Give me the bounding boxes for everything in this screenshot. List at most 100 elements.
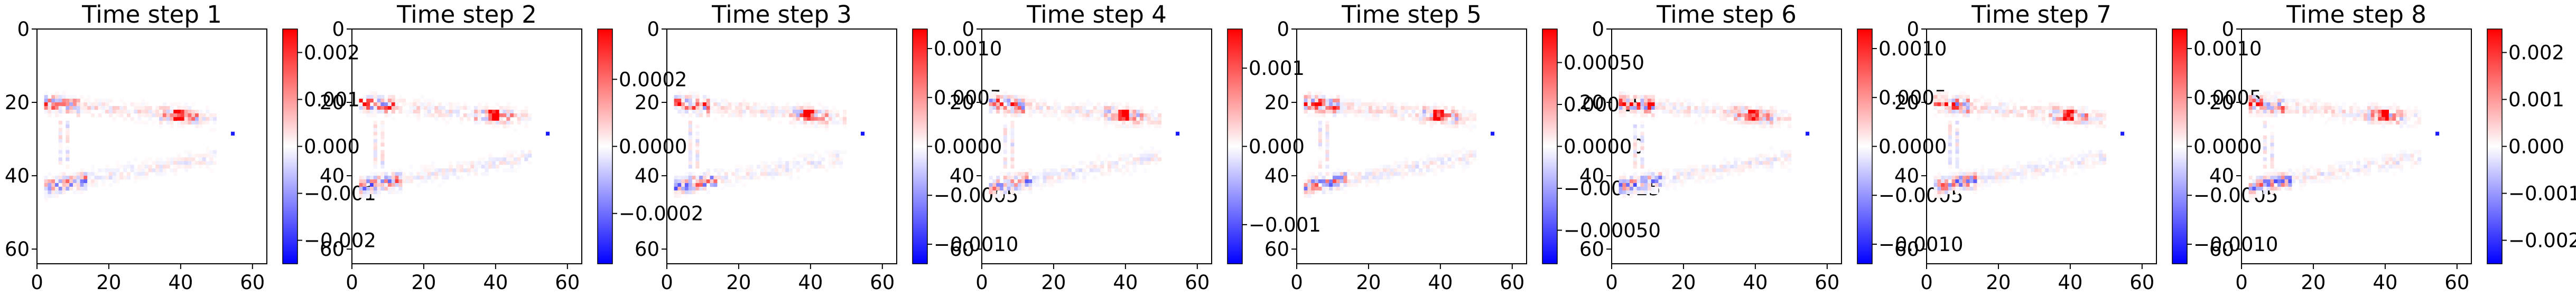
heatmap-cell (2002, 165, 2006, 169)
heatmap-cell (1003, 99, 1007, 103)
heatmap-cell (427, 102, 431, 107)
heatmap-cell (2292, 179, 2296, 184)
heatmap-cell (2081, 154, 2085, 158)
heatmap-cell (391, 99, 395, 103)
colorbar-tick-label: −0.001 (1249, 214, 1321, 236)
heatmap-cell (2392, 165, 2396, 169)
heatmap-cell (1397, 168, 1401, 173)
heatmap-cell (459, 176, 464, 180)
heatmap-cell (2270, 183, 2274, 187)
heatmap-cell (753, 102, 757, 107)
heatmap-cell (1150, 113, 1155, 118)
heatmap-cell (1955, 186, 1959, 191)
heatmap-cell (1644, 102, 1648, 107)
heatmap-cell (2005, 109, 2010, 114)
heatmap-cell (510, 157, 514, 161)
heatmap-cell (66, 109, 70, 114)
heatmap-cell (1980, 186, 1985, 191)
heatmap-cell (2099, 120, 2103, 125)
heatmap-cell (1419, 113, 1423, 118)
heatmap-cell (2288, 183, 2292, 187)
heatmap-cell (706, 109, 710, 114)
heatmap-cell (206, 161, 210, 165)
heatmap-cell (1969, 102, 1974, 107)
heatmap-cell (782, 168, 786, 173)
heatmap-cell (387, 102, 392, 107)
heatmap-cell (1788, 117, 1792, 121)
heatmap-cell (423, 179, 428, 184)
heatmap-cell (1662, 109, 1666, 114)
heatmap-cell (1150, 117, 1155, 121)
heatmap-cell (2095, 124, 2099, 129)
heatmap-cell (492, 124, 496, 129)
heatmap-cell (180, 161, 184, 165)
heatmap-cell (1619, 109, 1623, 114)
heatmap-cell (488, 165, 492, 169)
heatmap-cell (66, 165, 70, 169)
heatmap-cell (1401, 102, 1405, 107)
heatmap-cell (1955, 102, 1959, 107)
heatmap-cell (764, 102, 768, 107)
heatmap-cell (1687, 176, 1691, 180)
heatmap-cell (1032, 109, 1036, 114)
heatmap-cell (495, 168, 499, 173)
heatmap-cell (692, 91, 696, 95)
heatmap-cell (1622, 91, 1626, 95)
heatmap-cell (1651, 117, 1655, 121)
heatmap-cell (699, 183, 703, 187)
heatmap-cell (456, 102, 460, 107)
heatmap-cell (677, 102, 682, 107)
heatmap-cell (485, 172, 489, 176)
heatmap-cell (1984, 102, 1988, 107)
heatmap-cell (1114, 120, 1119, 125)
heatmap-cell (1977, 113, 1981, 118)
heatmap-cell (1086, 113, 1090, 118)
heatmap-cell (1941, 194, 1945, 198)
heatmap-cell (416, 172, 421, 176)
heatmap-cell (1995, 168, 1999, 173)
colorbar-tick-label: 0.00050 (1564, 52, 1644, 74)
heatmap-cell (1647, 176, 1652, 180)
heatmap-cell (1122, 117, 1126, 121)
heatmap-cell (1340, 176, 1344, 180)
heatmap-cell (2252, 99, 2256, 103)
heatmap-cell (1118, 154, 1122, 158)
heatmap-cell (398, 95, 403, 99)
heatmap-cell (48, 183, 52, 187)
heatmap-cell (1633, 142, 1637, 147)
heatmap-cell (2364, 157, 2368, 161)
heatmap-cell (782, 161, 786, 165)
heatmap-cell (1343, 113, 1347, 118)
heatmap-cell (503, 154, 507, 158)
heatmap-cell (2027, 168, 2031, 173)
heatmap-cell (1622, 190, 1626, 195)
heatmap-cell (1010, 179, 1015, 184)
x-tick-label: 40 (483, 271, 508, 294)
heatmap-cell (2263, 120, 2267, 125)
heatmap-cell (2328, 117, 2332, 121)
heatmap-cell (2049, 109, 2053, 114)
heatmap-cell (2385, 106, 2389, 110)
heatmap-cell (1318, 124, 1322, 129)
heatmap-cell (1698, 113, 1702, 118)
heatmap-cell (1636, 183, 1641, 187)
heatmap-cell (506, 109, 510, 114)
heatmap-cell (2002, 176, 2006, 180)
heatmap-cell (688, 135, 692, 139)
heatmap-cell (1977, 106, 1981, 110)
heatmap-cell (130, 117, 134, 121)
heatmap-cell (148, 109, 152, 114)
heatmap-cell (688, 154, 692, 158)
heatmap-cell (51, 183, 55, 187)
colorbar-tick-label: 0.0000 (1878, 136, 1947, 158)
heatmap-cell (2277, 186, 2282, 191)
heatmap-cell (1991, 176, 1995, 180)
heatmap-cell (2256, 194, 2260, 198)
heatmap-cell (420, 168, 424, 173)
heatmap-cell (1404, 165, 1409, 169)
heatmap-cell (713, 183, 718, 187)
heatmap-cell (366, 109, 370, 114)
heatmap-cell (1350, 179, 1355, 184)
heatmap-cell (1640, 113, 1644, 118)
heatmap-cell (366, 106, 370, 110)
